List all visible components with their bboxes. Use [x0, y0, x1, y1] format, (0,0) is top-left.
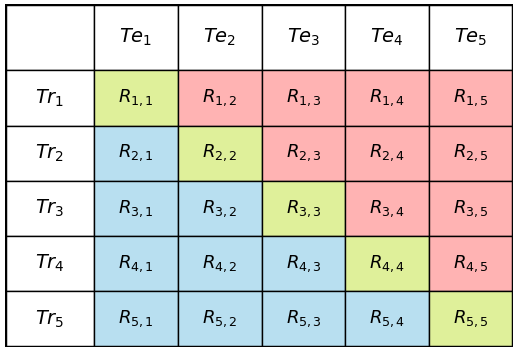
FancyBboxPatch shape [5, 4, 94, 70]
FancyBboxPatch shape [178, 236, 262, 291]
FancyBboxPatch shape [5, 291, 94, 346]
FancyBboxPatch shape [429, 4, 513, 70]
Text: $\mathit{R}_{1,5}$: $\mathit{R}_{1,5}$ [453, 88, 489, 108]
Text: $\mathit{R}_{3,3}$: $\mathit{R}_{3,3}$ [285, 198, 322, 219]
Text: $\mathit{Te}_{1}$: $\mathit{Te}_{1}$ [119, 26, 153, 48]
Text: $\mathit{R}_{4,2}$: $\mathit{R}_{4,2}$ [202, 253, 238, 274]
FancyBboxPatch shape [429, 236, 513, 291]
FancyBboxPatch shape [5, 236, 94, 291]
FancyBboxPatch shape [178, 181, 262, 236]
FancyBboxPatch shape [178, 126, 262, 181]
FancyBboxPatch shape [94, 291, 178, 346]
FancyBboxPatch shape [94, 70, 178, 126]
Text: $\mathit{R}_{1,2}$: $\mathit{R}_{1,2}$ [202, 88, 238, 108]
Text: $\mathit{R}_{2,1}$: $\mathit{R}_{2,1}$ [118, 143, 154, 163]
Text: $\mathit{Tr}_{3}$: $\mathit{Tr}_{3}$ [35, 198, 64, 219]
FancyBboxPatch shape [346, 4, 429, 70]
FancyBboxPatch shape [346, 70, 429, 126]
FancyBboxPatch shape [5, 181, 94, 236]
FancyBboxPatch shape [262, 70, 346, 126]
FancyBboxPatch shape [429, 70, 513, 126]
FancyBboxPatch shape [346, 126, 429, 181]
Text: $\mathit{R}_{3,1}$: $\mathit{R}_{3,1}$ [118, 198, 154, 219]
FancyBboxPatch shape [346, 181, 429, 236]
Text: $\mathit{R}_{5,5}$: $\mathit{R}_{5,5}$ [453, 309, 489, 329]
Text: $\mathit{R}_{2,5}$: $\mathit{R}_{2,5}$ [453, 143, 489, 163]
Text: $\mathit{Te}_{3}$: $\mathit{Te}_{3}$ [287, 26, 320, 48]
FancyBboxPatch shape [94, 126, 178, 181]
Text: $\mathit{R}_{2,2}$: $\mathit{R}_{2,2}$ [202, 143, 238, 163]
FancyBboxPatch shape [262, 4, 346, 70]
Text: $\mathit{Tr}_{1}$: $\mathit{Tr}_{1}$ [35, 87, 64, 108]
Text: $\mathit{R}_{2,4}$: $\mathit{R}_{2,4}$ [369, 143, 406, 163]
FancyBboxPatch shape [178, 70, 262, 126]
Text: $\mathit{R}_{4,5}$: $\mathit{R}_{4,5}$ [453, 253, 489, 274]
FancyBboxPatch shape [429, 181, 513, 236]
Text: $\mathit{R}_{4,3}$: $\mathit{R}_{4,3}$ [285, 253, 322, 274]
Text: $\mathit{R}_{3,4}$: $\mathit{R}_{3,4}$ [369, 198, 406, 219]
FancyBboxPatch shape [346, 291, 429, 346]
Text: $\mathit{Tr}_{4}$: $\mathit{Tr}_{4}$ [35, 253, 65, 274]
FancyBboxPatch shape [262, 291, 346, 346]
Text: $\mathit{R}_{3,5}$: $\mathit{R}_{3,5}$ [453, 198, 489, 219]
Text: $\mathit{Tr}_{2}$: $\mathit{Tr}_{2}$ [35, 142, 64, 164]
FancyBboxPatch shape [94, 4, 178, 70]
FancyBboxPatch shape [262, 236, 346, 291]
Text: $\mathit{R}_{5,4}$: $\mathit{R}_{5,4}$ [369, 309, 406, 329]
FancyBboxPatch shape [346, 236, 429, 291]
Text: $\mathit{R}_{1,1}$: $\mathit{R}_{1,1}$ [118, 88, 154, 108]
FancyBboxPatch shape [94, 181, 178, 236]
FancyBboxPatch shape [262, 126, 346, 181]
Text: $\mathit{R}_{3,2}$: $\mathit{R}_{3,2}$ [202, 198, 238, 219]
FancyBboxPatch shape [429, 291, 513, 346]
Text: $\mathit{R}_{2,3}$: $\mathit{R}_{2,3}$ [285, 143, 322, 163]
FancyBboxPatch shape [5, 70, 94, 126]
FancyBboxPatch shape [178, 4, 262, 70]
FancyBboxPatch shape [262, 181, 346, 236]
Text: $\mathit{Te}_{2}$: $\mathit{Te}_{2}$ [203, 26, 236, 48]
FancyBboxPatch shape [429, 126, 513, 181]
Text: $\mathit{R}_{5,1}$: $\mathit{R}_{5,1}$ [118, 309, 154, 329]
Text: $\mathit{R}_{5,2}$: $\mathit{R}_{5,2}$ [202, 309, 238, 329]
Text: $\mathit{R}_{5,3}$: $\mathit{R}_{5,3}$ [285, 309, 322, 329]
Text: $\mathit{R}_{1,4}$: $\mathit{R}_{1,4}$ [369, 88, 406, 108]
FancyBboxPatch shape [178, 291, 262, 346]
Text: $\mathit{R}_{4,1}$: $\mathit{R}_{4,1}$ [118, 253, 154, 274]
FancyBboxPatch shape [5, 126, 94, 181]
Text: $\mathit{Te}_{4}$: $\mathit{Te}_{4}$ [370, 26, 404, 48]
FancyBboxPatch shape [94, 236, 178, 291]
Text: $\mathit{Te}_{5}$: $\mathit{Te}_{5}$ [454, 26, 487, 48]
Text: $\mathit{R}_{1,3}$: $\mathit{R}_{1,3}$ [285, 88, 322, 108]
Text: $\mathit{Tr}_{5}$: $\mathit{Tr}_{5}$ [35, 308, 64, 330]
Text: $\mathit{R}_{4,4}$: $\mathit{R}_{4,4}$ [369, 253, 406, 274]
